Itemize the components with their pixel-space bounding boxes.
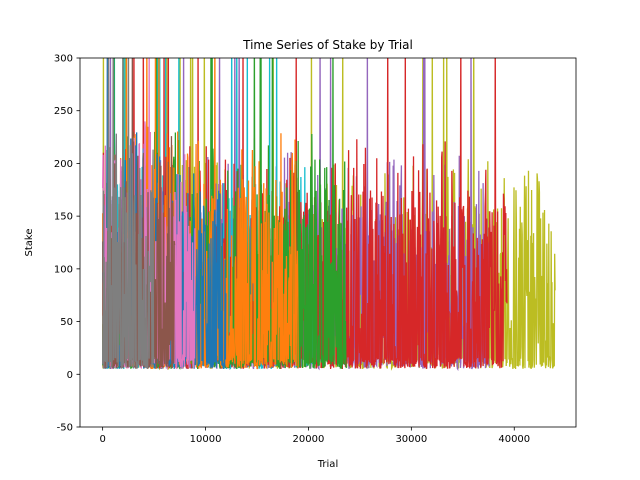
y-axis: -50 0 50 100 150 200 250 300 (54, 54, 80, 434)
y-tick-label: 300 (54, 54, 73, 65)
y-axis-label: Stake (24, 229, 35, 257)
y-tick-label: 50 (60, 317, 73, 328)
x-tick-label: 30000 (395, 434, 427, 445)
y-tick-label: -50 (57, 423, 73, 434)
y-tick-label: 0 (67, 370, 73, 381)
x-axis-label: Trial (317, 459, 338, 470)
x-tick-label: 0 (99, 434, 105, 445)
series-line-10 (101, 58, 155, 370)
y-tick-label: 100 (54, 264, 73, 275)
x-tick-label: 20000 (293, 434, 325, 445)
y-tick-label: 200 (54, 159, 73, 170)
x-tick-label: 40000 (498, 434, 530, 445)
y-tick-label: 150 (54, 212, 73, 223)
y-tick-label: 250 (54, 106, 73, 117)
series-layer (101, 58, 556, 372)
plot-frame (79, 57, 577, 428)
x-tick-label: 10000 (190, 434, 222, 445)
x-axis: 0 10000 20000 30000 40000 (99, 427, 530, 445)
chart-title: Time Series of Stake by Trial (242, 38, 413, 52)
